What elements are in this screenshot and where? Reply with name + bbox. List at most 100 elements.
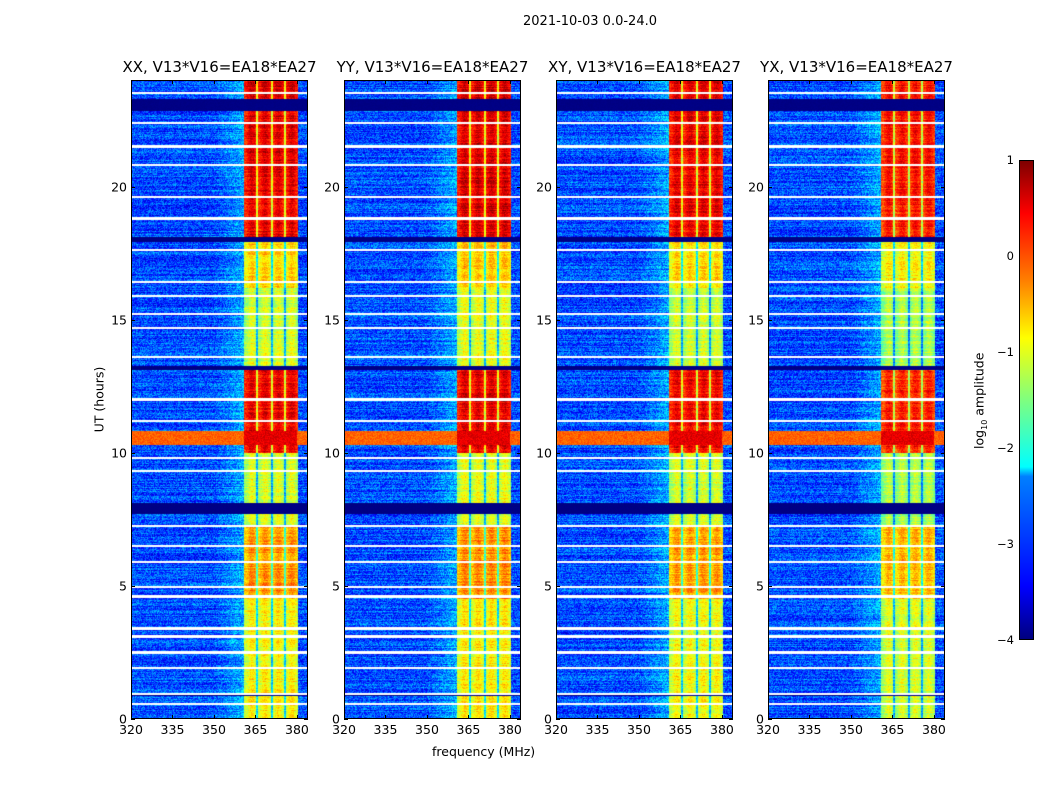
x-tick-label: 320: [332, 722, 356, 737]
y-tick-mark: [941, 186, 945, 188]
y-tick-mark: [304, 319, 308, 321]
x-tick-mark: [933, 80, 935, 84]
y-tick-mark: [768, 186, 772, 188]
x-tick-label: 335: [585, 722, 610, 737]
x-tick-mark: [509, 715, 511, 719]
colorbar-label: log10 amplitude: [971, 352, 989, 449]
x-tick-label: 335: [797, 722, 822, 737]
spectrogram-image: [131, 80, 308, 719]
x-tick-mark: [768, 715, 769, 719]
colorbar: [1019, 160, 1034, 640]
x-tick-mark: [172, 715, 174, 719]
colorbar-tick-label: −1: [997, 345, 1014, 359]
axes-frame: [768, 80, 945, 719]
x-tick-mark: [597, 715, 599, 719]
axes-frame: [556, 80, 733, 719]
y-tick-label: 0: [544, 711, 552, 727]
y-tick-mark: [768, 719, 772, 720]
y-tick-mark: [344, 319, 348, 321]
y-tick-label: 5: [544, 578, 552, 594]
x-tick-mark: [850, 715, 852, 719]
y-tick-label: 5: [119, 578, 127, 594]
figure-title: 2021-10-03 0.0-24.0: [523, 14, 657, 29]
x-tick-label: 335: [373, 722, 398, 737]
y-tick-mark: [131, 452, 135, 454]
colorbar-tick-label: −3: [997, 537, 1014, 551]
panel-title: XY, V13*V16=EA18*EA27: [548, 58, 741, 76]
colorbar-tick-label: 1: [1006, 153, 1014, 167]
x-tick-mark: [385, 80, 387, 84]
x-tick-mark: [296, 715, 298, 719]
y-tick-mark: [768, 319, 772, 321]
y-tick-label: 20: [536, 179, 552, 194]
x-tick-mark: [468, 80, 470, 84]
y-tick-mark: [517, 319, 521, 321]
x-tick-label: 350: [415, 722, 439, 737]
x-tick-mark: [721, 80, 723, 84]
x-tick-label: 350: [202, 722, 226, 737]
x-tick-mark: [255, 715, 257, 719]
x-tick-label: 320: [544, 722, 568, 737]
x-tick-mark: [809, 80, 811, 84]
x-tick-label: 365: [243, 722, 268, 737]
panel-title: YY, V13*V16=EA18*EA27: [336, 58, 529, 76]
x-tick-mark: [131, 715, 132, 719]
y-tick-mark: [304, 719, 308, 720]
y-tick-label: 15: [748, 312, 764, 328]
x-tick-label: 380: [922, 722, 946, 737]
y-tick-label: 15: [324, 312, 340, 328]
y-tick-mark: [131, 585, 135, 587]
y-tick-mark: [556, 319, 560, 321]
y-tick-mark: [304, 585, 308, 587]
y-tick-label: 10: [536, 445, 552, 461]
x-tick-mark: [892, 80, 894, 84]
panel-title: XX, V13*V16=EA18*EA27: [122, 58, 317, 76]
x-tick-mark: [597, 80, 599, 84]
x-tick-mark: [680, 715, 682, 719]
x-tick-mark: [809, 715, 811, 719]
y-tick-label: 0: [332, 711, 340, 727]
y-tick-mark: [941, 719, 945, 720]
x-tick-label: 320: [119, 722, 143, 737]
x-tick-label: 365: [456, 722, 481, 737]
y-tick-mark: [768, 452, 772, 454]
y-tick-mark: [729, 719, 733, 720]
x-tick-mark: [638, 715, 640, 719]
colorbar-tick-label: −2: [997, 441, 1014, 455]
x-tick-label: 350: [839, 722, 863, 737]
y-tick-mark: [729, 452, 733, 454]
y-tick-label: 5: [332, 578, 340, 594]
y-tick-label: 10: [111, 445, 127, 461]
spectrogram-image: [556, 80, 733, 719]
y-tick-mark: [131, 719, 135, 720]
x-tick-label: 380: [710, 722, 734, 737]
y-tick-label: 15: [111, 312, 127, 328]
x-tick-mark: [213, 80, 215, 84]
x-tick-mark: [426, 80, 428, 84]
x-tick-mark: [468, 715, 470, 719]
y-tick-mark: [131, 319, 135, 321]
x-tick-mark: [850, 80, 852, 84]
x-axis-label: frequency (MHz): [432, 744, 536, 759]
colorbar-tick-label: −4: [997, 633, 1014, 647]
y-tick-mark: [344, 186, 348, 188]
y-tick-mark: [556, 719, 560, 720]
x-tick-label: 335: [160, 722, 185, 737]
spectrogram-image: [768, 80, 945, 719]
x-tick-label: 365: [880, 722, 905, 737]
x-tick-label: 350: [627, 722, 651, 737]
spectrogram-panel-1: YY, V13*V16=EA18*EA27 320 335 350 365 380 0 5 10…: [324, 58, 528, 737]
x-tick-mark: [680, 80, 682, 84]
x-tick-mark: [933, 715, 935, 719]
y-tick-label: 20: [748, 179, 764, 194]
axes-frame: [344, 80, 521, 719]
y-tick-label: 20: [111, 179, 127, 194]
y-tick-mark: [131, 186, 135, 188]
x-tick-mark: [344, 80, 345, 84]
y-tick-mark: [517, 719, 521, 720]
x-tick-mark: [556, 715, 557, 719]
x-tick-label: 320: [756, 722, 780, 737]
y-tick-mark: [517, 186, 521, 188]
y-tick-mark: [941, 585, 945, 587]
spectrogram-image: [344, 80, 521, 719]
